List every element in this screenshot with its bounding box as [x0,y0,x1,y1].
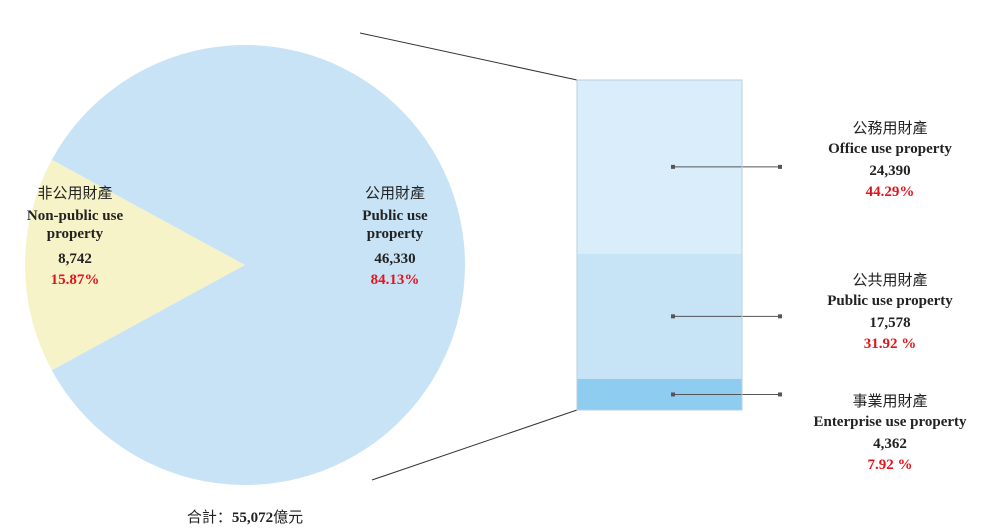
percent-label: 84.13% [370,272,420,288]
label-en: Public use property [362,208,428,242]
label-en: Public use property [827,293,953,310]
percent-label: 7.92 % [867,456,913,473]
bar-outline [576,79,743,411]
slice-label: 非公用財產 Non-public use property 8,742 15.87% [0,184,150,289]
label-zh: 非公用財產 [37,184,113,202]
leader-dot [778,314,782,319]
total-prefix: 合計： [186,510,232,526]
leader-dot [778,392,782,397]
label-zh: 事業用財產 [852,392,928,410]
label-zh: 公務用財產 [852,119,928,137]
value-label: 8,742 [58,250,92,267]
leader-dot [671,314,675,319]
slice-label: 事業用財產 Enterprise use property 4,362 7.92 % [785,392,995,474]
value-label: 24,390 [869,162,911,179]
leader-dot [671,164,675,169]
pie-slice [51,44,465,485]
label-en: Office use property [828,141,952,158]
leader-dot [778,164,782,169]
percent-label: 15.87% [50,272,100,288]
connector [371,409,578,481]
value-label: 17,578 [869,314,911,331]
value-label: 46,330 [374,250,416,267]
percent-label: 31.92 % [863,335,917,352]
slice-label: 公用財產 Public use property 46,330 84.13% [340,184,450,289]
total: 合計：55,072億元 [0,506,490,527]
percent-label: 44.29% [865,183,915,200]
slice-label: 公共用財產 Public use property 17,578 31.92 % [785,271,995,353]
connector [359,32,578,81]
slice-label: 公務用財產 Office use property 24,390 44.29% [785,119,995,201]
label-zh: 公共用財產 [852,271,928,289]
label-zh: 公用財產 [364,184,425,202]
pie-slice [24,159,245,371]
label-en: Enterprise use property [813,414,967,431]
value-label: 4,362 [873,435,907,452]
total-value: 55,072 [231,510,274,526]
label-en: Non-public use property [26,208,124,242]
total-unit: 億元 [273,510,304,526]
leader-dot [671,392,675,397]
